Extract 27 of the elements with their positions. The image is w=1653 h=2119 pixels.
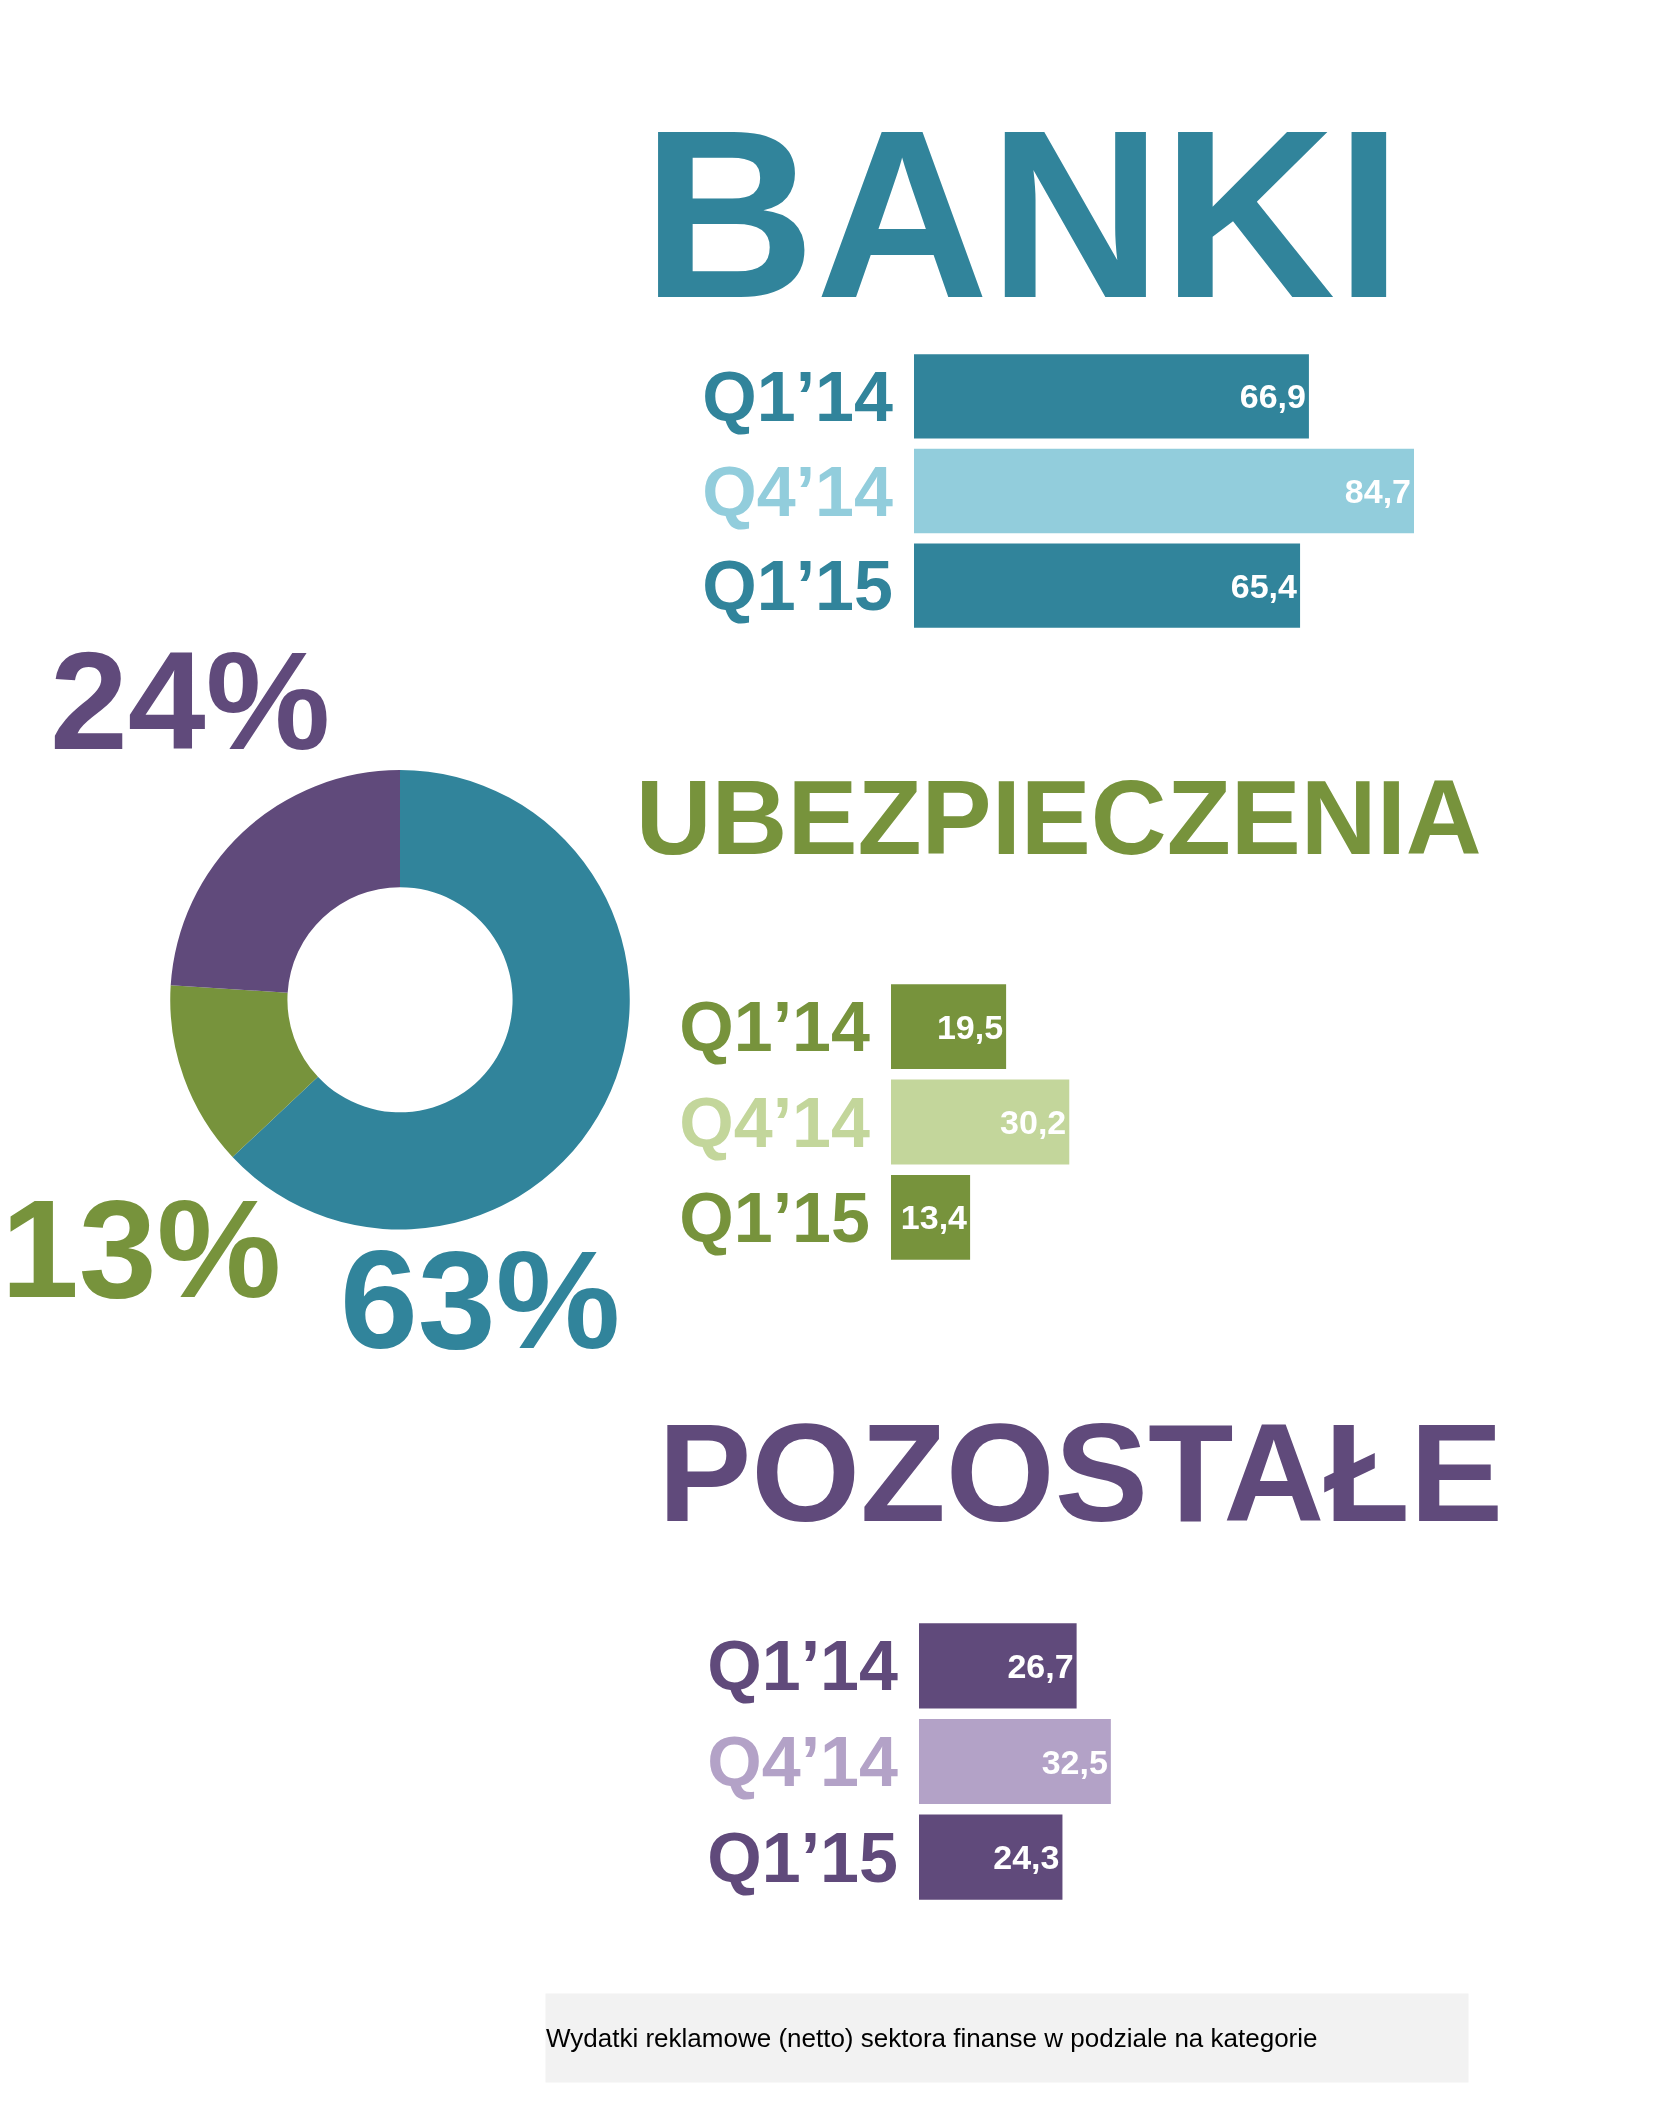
data-label: 63% [340, 1221, 621, 1378]
y-tick-label: Q1’14 [679, 988, 871, 1067]
data-label: 13,4 [900, 1198, 968, 1237]
data-label: 66,9 [1239, 377, 1306, 416]
chart-title: UBEZPIECZENIA [635, 759, 1482, 876]
y-tick-label: Q1’14 [707, 1627, 899, 1706]
text: Wydatki reklamowe (netto) sektora finanse w podziale na kategorie [546, 2023, 1318, 2053]
donut-slice [170, 770, 400, 993]
chart-title: POZOSTAŁE [657, 1394, 1504, 1551]
y-tick-label: Q4’14 [702, 452, 894, 531]
data-label: 13% [1, 1170, 282, 1327]
data-label: 26,7 [1007, 1646, 1074, 1685]
data-label: 30,2 [1000, 1103, 1067, 1141]
chart-title: BANKI [642, 80, 1403, 348]
data-label: 19,5 [936, 1007, 1004, 1046]
y-tick-label: Q1’14 [702, 357, 894, 436]
data-label: 84,7 [1344, 472, 1411, 510]
y-tick-label: Q4’14 [707, 1723, 899, 1801]
data-label: 24,3 [993, 1838, 1060, 1877]
y-tick-label: Q1’15 [707, 1818, 898, 1897]
y-tick-label: Q4’14 [679, 1083, 871, 1162]
y-tick-label: Q1’15 [702, 547, 893, 626]
data-label: 32,5 [1041, 1742, 1108, 1781]
data-label: 65,4 [1230, 566, 1298, 605]
data-label: 24% [50, 622, 331, 779]
donut-slice [170, 985, 318, 1158]
y-tick-label: Q1’15 [679, 1178, 870, 1257]
